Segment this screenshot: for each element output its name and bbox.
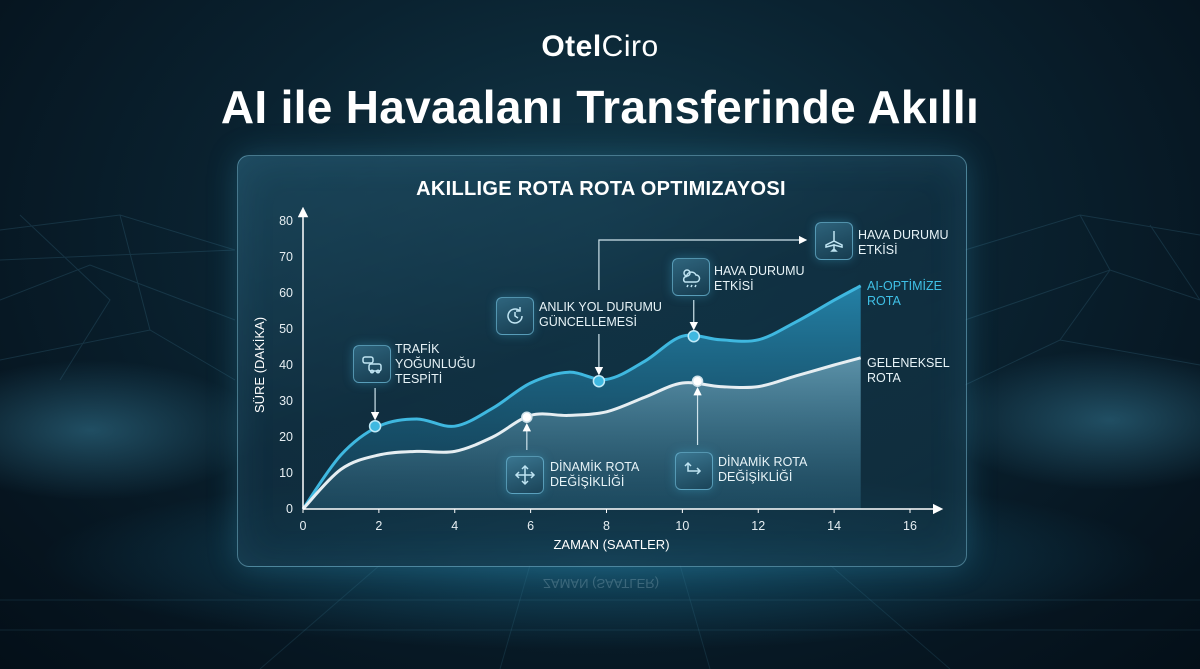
traditional-route-label-line: ROTA [867,371,901,385]
traditional-route-label-line: GELENEKSEL [867,356,950,370]
x-tick-label: 8 [603,519,610,533]
data-point-marker [687,329,701,343]
y-tick-label: 0 [286,502,293,516]
road-annotation-line: ANLIK YOL DURUMU [539,300,662,314]
refresh-clock-icon [507,307,523,324]
weather2-annotation-line: HAVA DURUMU [858,228,949,242]
traffic-annotation: TRAFİK YOĞUNLUĞU TESPİTİ [395,342,476,387]
y-tick-label: 10 [279,466,293,480]
reroute1-annotation-line: DEĞİŞİKLİĞİ [550,475,625,489]
weather2-annotation-icon-box [815,222,853,260]
reroute2-annotation-line: DEĞİŞİKLİĞİ [718,470,793,484]
y-tick-label: 20 [279,430,293,444]
y-tick-label: 30 [279,394,293,408]
x-axis-label: ZAMAN (SAATLER) [553,537,669,552]
y-axis-label: SÜRE (DAKİKA) [252,317,267,413]
road-annotation-icon-box [496,297,534,335]
data-point-marker [592,374,606,388]
weather2-annotation-line: ETKİSİ [858,243,898,257]
road-annotation: ANLIK YOL DURUMU GÜNCELLEMESİ [539,300,662,330]
brand-logo: OtelCiro [0,30,1200,64]
y-tick-label: 70 [279,250,293,264]
x-tick-label: 4 [451,519,458,533]
data-point-marker [368,419,382,433]
traffic-annotation-line: TRAFİK [395,342,440,356]
data-point-marker [691,375,704,387]
y-tick-label: 80 [279,214,293,228]
x-tick-label: 16 [903,519,917,533]
traditional-route-label: GELENEKSEL ROTA [867,356,950,386]
series-area-traditional [303,357,861,509]
reroute1-annotation-icon-box [506,456,544,494]
brand-logo-part1: Otel [541,30,602,63]
x-tick-label: 12 [751,519,765,533]
brand-logo-part2: Ciro [601,30,659,63]
page-headline: AI ile Havaalanı Transferinde Akıllı [220,81,980,133]
traffic-cars-icon [362,356,382,374]
y-tick-label: 40 [279,358,293,372]
weather2-annotation: HAVA DURUMU ETKİSİ [858,228,949,258]
airplane-icon [825,231,843,252]
ai-route-label: AI-OPTİMİZE ROTA [867,279,942,309]
weather1-annotation-icon-box [672,258,710,296]
reroute1-annotation-line: DİNAMİK ROTA [550,460,640,474]
weather1-annotation: HAVA DURUMU ETKİSİ [714,264,805,294]
ai-route-label-line: ROTA [867,294,901,308]
ai-route-label-line: AI-OPTİMİZE [867,279,942,293]
weather-cloud-icon [682,269,701,288]
weather1-annotation-line: ETKİSİ [714,279,754,293]
road-annotation-line: GÜNCELLEMESİ [539,315,637,329]
x-tick-label: 0 [300,519,307,533]
x-tick-label: 14 [827,519,841,533]
weather1-annotation-line: HAVA DURUMU [714,264,805,278]
chart-title: AKILLIGE ROTA ROTA OPTIMIZAYOSI [416,178,786,200]
data-point-marker [521,411,533,423]
traffic-annotation-icon-box [353,345,391,383]
reroute1-annotation: DİNAMİK ROTA DEĞİŞİKLİĞİ [550,460,639,490]
x-tick-label: 2 [375,519,382,533]
traffic-annotation-line: YOĞUNLUĞU [395,357,476,371]
x-tick-label: 10 [675,519,689,533]
reroute2-annotation-line: DİNAMİK ROTA [718,455,808,469]
x-tick-label: 6 [527,519,534,533]
reroute2-annotation: DİNAMİK ROTA DEĞİŞİKLİĞİ [718,455,807,485]
series-line-ai [301,284,862,510]
weather2-connector-arrow [598,235,808,290]
y-tick-label: 50 [279,322,293,336]
route-arrows-icon [514,464,536,486]
y-tick-label: 60 [279,286,293,300]
series-line-traditional [301,356,862,511]
reroute2-annotation-icon-box [675,452,713,490]
traffic-annotation-line: TESPİTİ [395,372,443,386]
route-turn-icon [684,461,702,475]
